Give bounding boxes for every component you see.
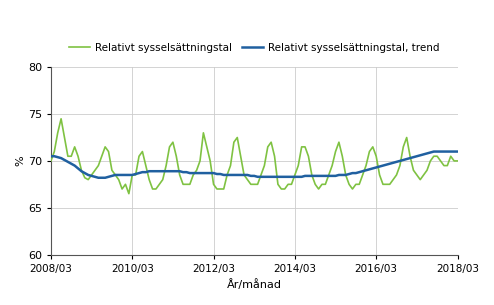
Relativt sysselsättningstal xyxy=(329,164,335,167)
Relativt sysselsättningstal xyxy=(92,168,98,172)
Relativt sysselsättningstal xyxy=(48,159,54,163)
Relativt sysselsättningstal xyxy=(228,164,234,167)
Relativt sysselsättningstal, trend xyxy=(146,169,152,173)
Relativt sysselsättningstal, trend xyxy=(95,176,101,180)
Relativt sysselsättningstal xyxy=(309,173,315,177)
Relativt sysselsättningstal xyxy=(434,154,440,158)
Relativt sysselsättningstal xyxy=(150,187,156,191)
Legend: Relativt sysselsättningstal, Relativt sysselsättningstal, trend: Relativt sysselsättningstal, Relativt sy… xyxy=(65,39,444,57)
Relativt sysselsättningstal, trend xyxy=(88,174,94,178)
Relativt sysselsättningstal, trend xyxy=(431,150,437,153)
Y-axis label: %: % xyxy=(15,156,25,166)
Relativt sysselsättningstal, trend xyxy=(48,154,54,158)
Relativt sysselsättningstal, trend xyxy=(434,150,440,153)
Line: Relativt sysselsättningstal, trend: Relativt sysselsättningstal, trend xyxy=(51,152,457,178)
Relativt sysselsättningstal, trend xyxy=(224,173,230,177)
Relativt sysselsättningstal xyxy=(454,159,460,163)
Relativt sysselsättningstal, trend xyxy=(326,174,331,178)
X-axis label: År/månad: År/månad xyxy=(227,279,282,290)
Relativt sysselsättningstal, trend xyxy=(454,150,460,153)
Relativt sysselsättningstal xyxy=(58,117,64,120)
Relativt sysselsättningstal, trend xyxy=(305,174,311,178)
Line: Relativt sysselsättningstal: Relativt sysselsättningstal xyxy=(51,119,457,194)
Relativt sysselsättningstal xyxy=(126,192,132,196)
